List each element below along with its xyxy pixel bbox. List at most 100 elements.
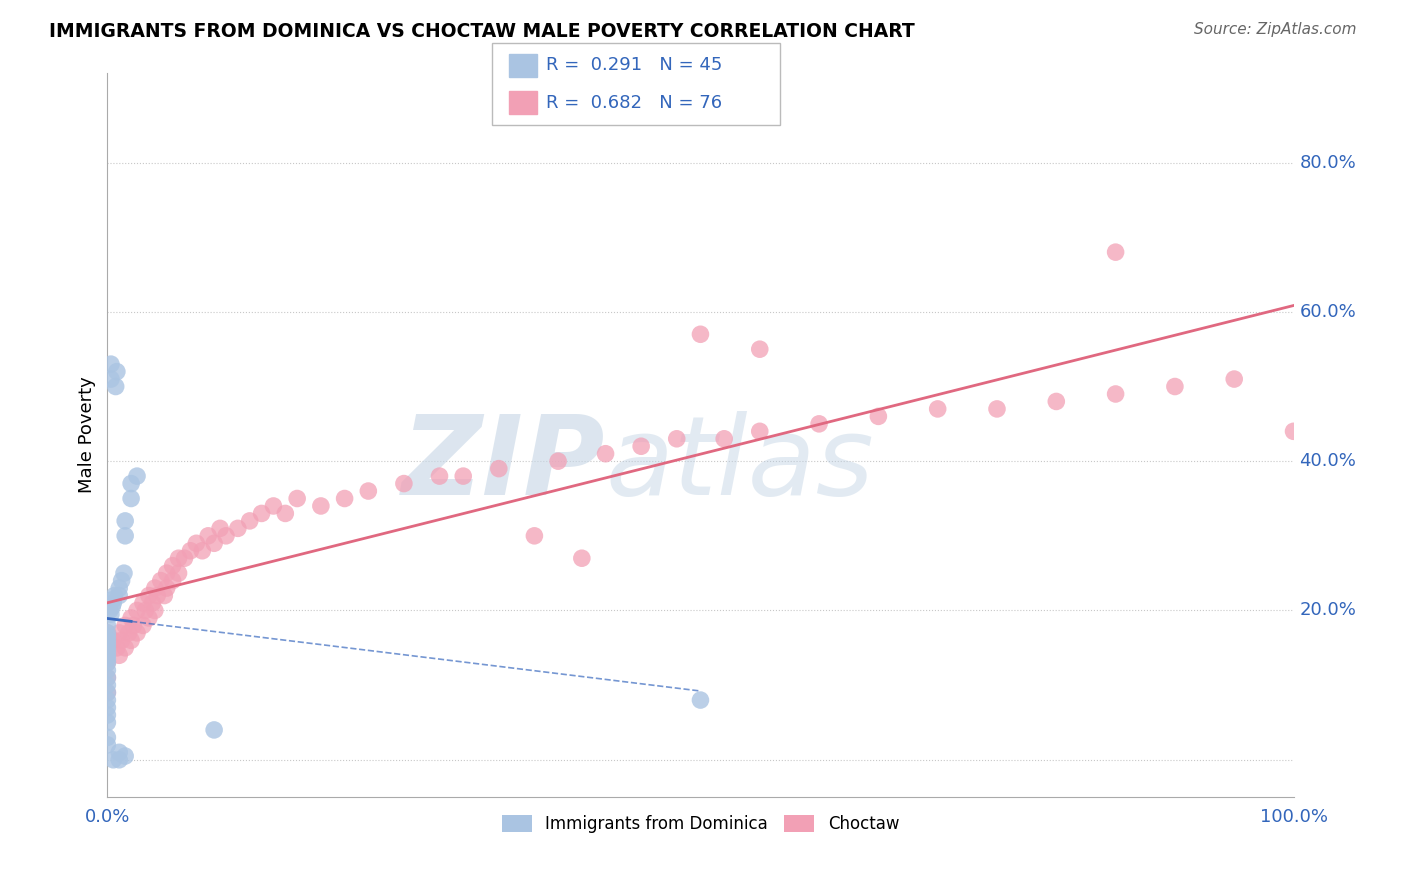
Point: [689, 327, 711, 342]
Point: [114, 640, 136, 655]
Point: [103, 753, 125, 767]
Point: [162, 574, 184, 588]
Point: [138, 589, 160, 603]
Point: [132, 596, 155, 610]
Point: [96, 648, 118, 663]
Point: [96, 618, 118, 632]
Point: [808, 417, 831, 431]
Point: [96, 626, 118, 640]
Point: [118, 626, 141, 640]
Point: [96, 678, 118, 692]
Point: [96, 671, 118, 685]
Point: [179, 543, 201, 558]
Point: [101, 599, 124, 614]
Point: [100, 607, 122, 622]
Point: [167, 566, 190, 581]
Point: [112, 566, 135, 581]
Point: [143, 603, 166, 617]
Point: [108, 648, 131, 663]
Point: [1223, 372, 1246, 386]
Point: [215, 529, 238, 543]
Point: [689, 693, 711, 707]
Point: [173, 551, 195, 566]
Point: [167, 551, 190, 566]
Point: [262, 499, 284, 513]
Point: [114, 749, 136, 764]
Point: [100, 357, 122, 371]
Point: [96, 640, 118, 655]
Point: [103, 633, 125, 648]
Point: [149, 574, 172, 588]
Point: [96, 656, 118, 670]
Point: [202, 723, 225, 737]
Point: [96, 663, 118, 677]
Text: 80.0%: 80.0%: [1299, 153, 1357, 171]
Point: [96, 738, 118, 752]
Text: R =  0.682   N = 76: R = 0.682 N = 76: [546, 94, 721, 112]
Point: [523, 529, 546, 543]
Point: [96, 731, 118, 745]
Point: [1282, 425, 1305, 439]
Point: [665, 432, 688, 446]
Point: [429, 469, 451, 483]
Point: [114, 514, 136, 528]
Point: [595, 447, 617, 461]
Point: [110, 633, 132, 648]
Point: [1164, 379, 1187, 393]
Point: [357, 483, 380, 498]
Point: [191, 543, 214, 558]
Point: [120, 611, 142, 625]
Point: [156, 566, 179, 581]
Point: [153, 589, 176, 603]
Point: [1104, 387, 1126, 401]
Point: [1045, 394, 1067, 409]
Point: [748, 342, 770, 356]
Point: [209, 521, 232, 535]
Point: [868, 409, 890, 424]
Point: [226, 521, 249, 535]
Text: atlas: atlas: [606, 410, 875, 517]
Point: [108, 745, 131, 759]
Text: 20.0%: 20.0%: [1299, 601, 1357, 619]
Point: [96, 630, 118, 644]
Point: [748, 425, 770, 439]
Point: [108, 581, 131, 595]
Point: [105, 640, 128, 655]
Text: Source: ZipAtlas.com: Source: ZipAtlas.com: [1194, 22, 1357, 37]
Point: [146, 589, 169, 603]
Point: [134, 603, 156, 617]
Point: [96, 700, 118, 714]
Point: [125, 626, 148, 640]
Point: [96, 685, 118, 699]
Point: [141, 596, 163, 610]
Point: [96, 671, 118, 685]
Point: [100, 372, 122, 386]
Point: [1104, 245, 1126, 260]
Y-axis label: Male Poverty: Male Poverty: [79, 376, 96, 493]
Point: [630, 439, 652, 453]
Point: [571, 551, 593, 566]
Point: [103, 596, 125, 610]
Point: [103, 589, 125, 603]
Point: [125, 469, 148, 483]
Point: [986, 401, 1008, 416]
Legend: Immigrants from Dominica, Choctaw: Immigrants from Dominica, Choctaw: [495, 808, 905, 839]
Point: [98, 603, 121, 617]
Point: [108, 589, 131, 603]
Point: [114, 529, 136, 543]
Point: [309, 499, 332, 513]
Point: [120, 633, 142, 648]
Point: [274, 507, 297, 521]
Point: [120, 476, 142, 491]
Point: [104, 379, 127, 393]
Text: ZIP: ZIP: [402, 410, 606, 517]
Point: [96, 693, 118, 707]
Point: [96, 652, 118, 666]
Point: [122, 618, 145, 632]
Point: [96, 644, 118, 658]
Point: [103, 592, 125, 607]
Point: [202, 536, 225, 550]
Point: [105, 365, 128, 379]
Point: [108, 753, 131, 767]
Point: [96, 708, 118, 723]
